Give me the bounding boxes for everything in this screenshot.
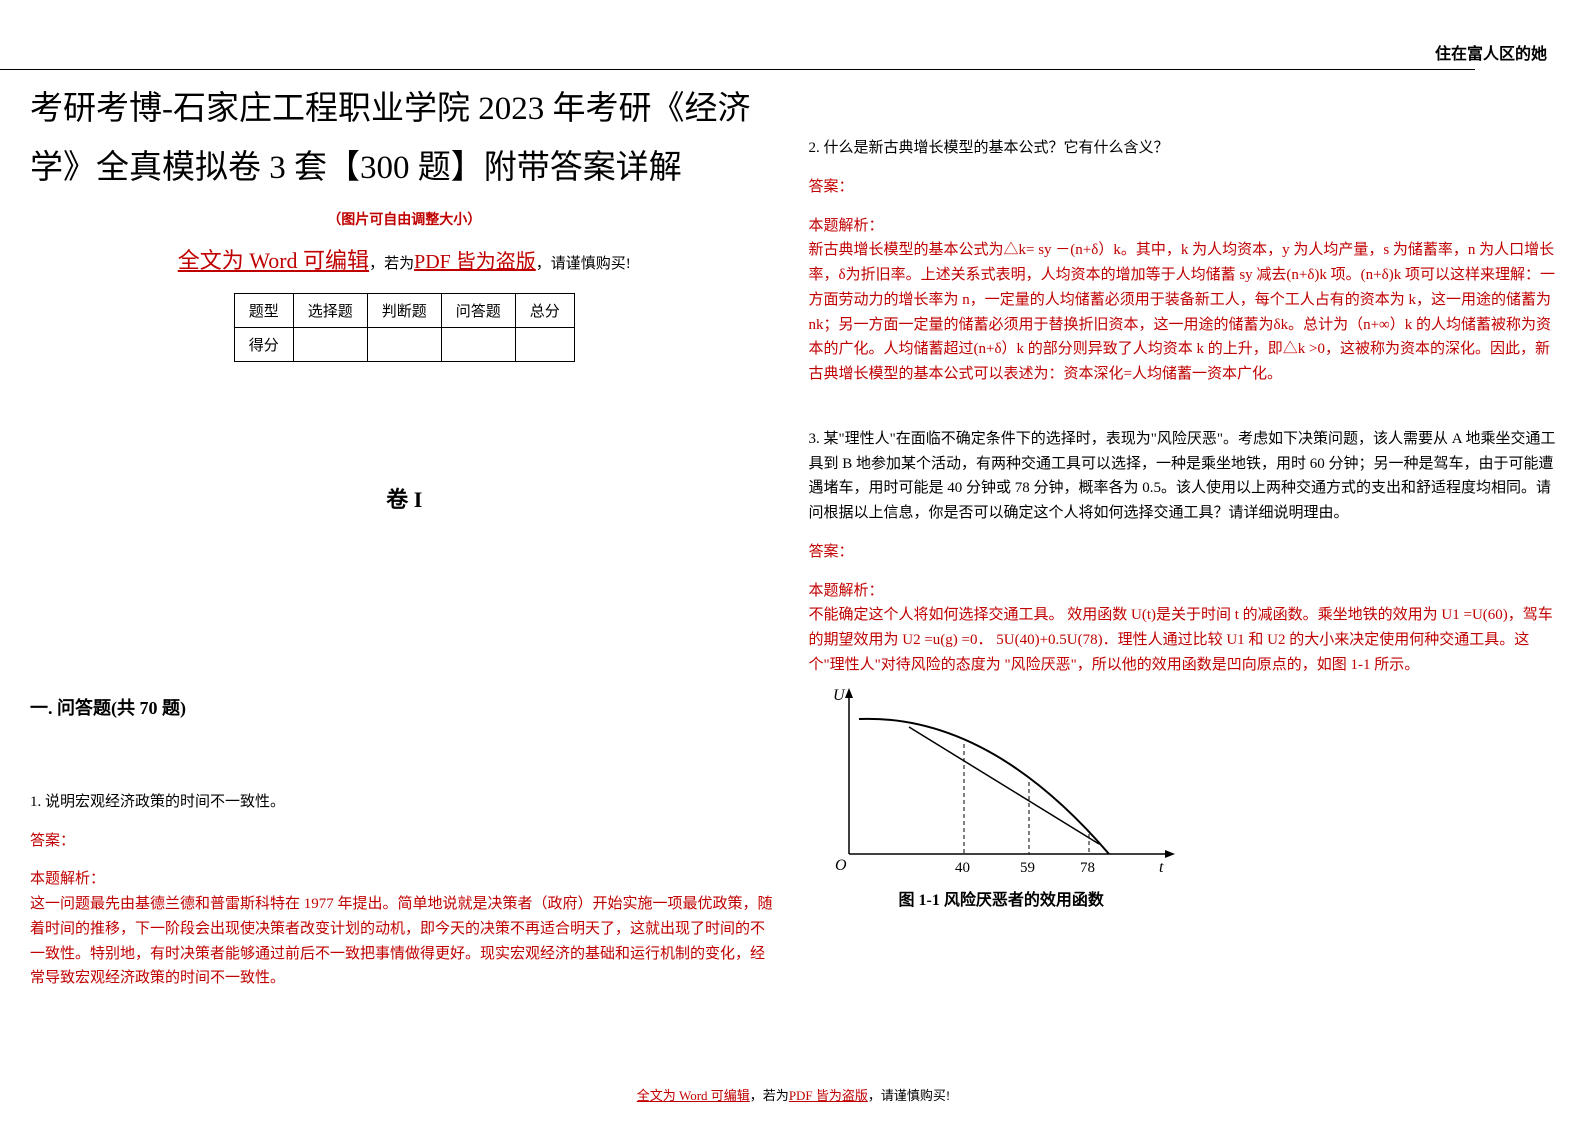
th-judge: 判断题	[367, 293, 441, 327]
th-qa: 问答题	[441, 293, 515, 327]
warning-pdf-pirate: PDF 皆为盗版	[414, 251, 536, 273]
tick-78: 78	[1080, 860, 1095, 876]
volume-label: 卷 I	[30, 482, 779, 514]
q2-analysis: 新古典增长模型的基本公式为△k= sy －(n+δ）k。其中，k 为人均资本，y…	[809, 238, 1558, 387]
warning-word-editable: 全文为 Word 可编辑	[178, 248, 369, 273]
page-columns: 考研考博-石家庄工程职业学院 2023 年考研《经济学》全真模拟卷 3 套【30…	[30, 80, 1557, 1031]
q3-analysis: 不能确定这个人将如何选择交通工具。 效用函数 U(t)是关于时间 t 的减函数。…	[809, 603, 1558, 677]
footer-suffix: ，请谨慎购买!	[868, 1088, 950, 1103]
left-column: 考研考博-石家庄工程职业学院 2023 年考研《经济学》全真模拟卷 3 套【30…	[30, 80, 779, 1031]
question-3: 3. 某"理性人"在面临不确定条件下的选择时，表现为"风险厌恶"。考虑如下决策问…	[809, 427, 1558, 914]
section-title: 一. 问答题(共 70 题)	[30, 694, 779, 720]
question-1: 1. 说明宏观经济政策的时间不一致性。 答案： 本题解析： 这一问题最先由基德兰…	[30, 790, 779, 991]
document-title: 考研考博-石家庄工程职业学院 2023 年考研《经济学》全真模拟卷 3 套【30…	[30, 80, 779, 199]
y-axis-arrow	[845, 688, 853, 698]
footer-word-editable: 全文为 Word 可编辑	[637, 1088, 750, 1103]
editable-warning: 全文为 Word 可编辑，若为PDF 皆为盗版，请谨慎购买!	[30, 243, 779, 275]
tick-40: 40	[955, 860, 970, 876]
figure-caption: 图 1-1 风险厌恶者的效用函数	[899, 888, 1558, 914]
warning-sep1: ，若为	[369, 256, 414, 272]
q3-analysis-label: 本题解析：	[809, 579, 1558, 604]
cell-empty	[441, 327, 515, 361]
tick-59: 59	[1020, 860, 1035, 876]
chord-line	[909, 727, 1099, 844]
x-axis-arrow	[1165, 850, 1175, 858]
q1-text: 1. 说明宏观经济政策的时间不一致性。	[30, 790, 779, 815]
y-axis-label: U	[833, 687, 846, 704]
table-row: 得分	[234, 327, 574, 361]
table-row: 题型 选择题 判断题 问答题 总分	[234, 293, 574, 327]
th-choice: 选择题	[293, 293, 367, 327]
utility-curve-svg: U O 40 59 78 t	[809, 684, 1189, 884]
score-table: 题型 选择题 判断题 问答题 总分 得分	[234, 293, 575, 362]
th-total: 总分	[515, 293, 574, 327]
cell-empty	[515, 327, 574, 361]
footer-pdf-pirate: PDF 皆为盗版	[789, 1088, 868, 1103]
header-author: 住在富人区的她	[1435, 40, 1547, 64]
page-footer: 全文为 Word 可编辑，若为PDF 皆为盗版，请谨慎购买!	[0, 1085, 1587, 1104]
q3-answer-label: 答案：	[809, 540, 1558, 565]
cell-empty	[293, 327, 367, 361]
right-column: 2. 什么是新古典增长模型的基本公式？它有什么含义？ 答案： 本题解析： 新古典…	[809, 80, 1558, 1031]
origin-label: O	[835, 857, 847, 874]
row-label-score: 得分	[234, 327, 293, 361]
image-size-note: （图片可自由调整大小）	[30, 209, 779, 229]
cell-empty	[367, 327, 441, 361]
th-type: 题型	[234, 293, 293, 327]
q2-analysis-label: 本题解析：	[809, 214, 1558, 239]
warning-suffix: ，请谨慎购买!	[536, 256, 631, 272]
utility-curve	[859, 718, 1109, 853]
q3-text: 3. 某"理性人"在面临不确定条件下的选择时，表现为"风险厌恶"。考虑如下决策问…	[809, 427, 1558, 526]
q1-analysis: 这一问题最先由基德兰德和普雷斯科特在 1977 年提出。简单地说就是决策者（政府…	[30, 892, 779, 991]
q1-answer-label: 答案：	[30, 829, 779, 854]
q1-analysis-label: 本题解析：	[30, 867, 779, 892]
figure-1-1: U O 40 59 78 t 图 1-1 风险厌恶者的效用函数	[809, 684, 1558, 914]
question-2: 2. 什么是新古典增长模型的基本公式？它有什么含义？ 答案： 本题解析： 新古典…	[809, 136, 1558, 387]
footer-sep1: ，若为	[750, 1088, 789, 1103]
q2-answer-label: 答案：	[809, 175, 1558, 200]
x-axis-label: t	[1159, 859, 1164, 876]
q2-text: 2. 什么是新古典增长模型的基本公式？它有什么含义？	[809, 136, 1558, 161]
